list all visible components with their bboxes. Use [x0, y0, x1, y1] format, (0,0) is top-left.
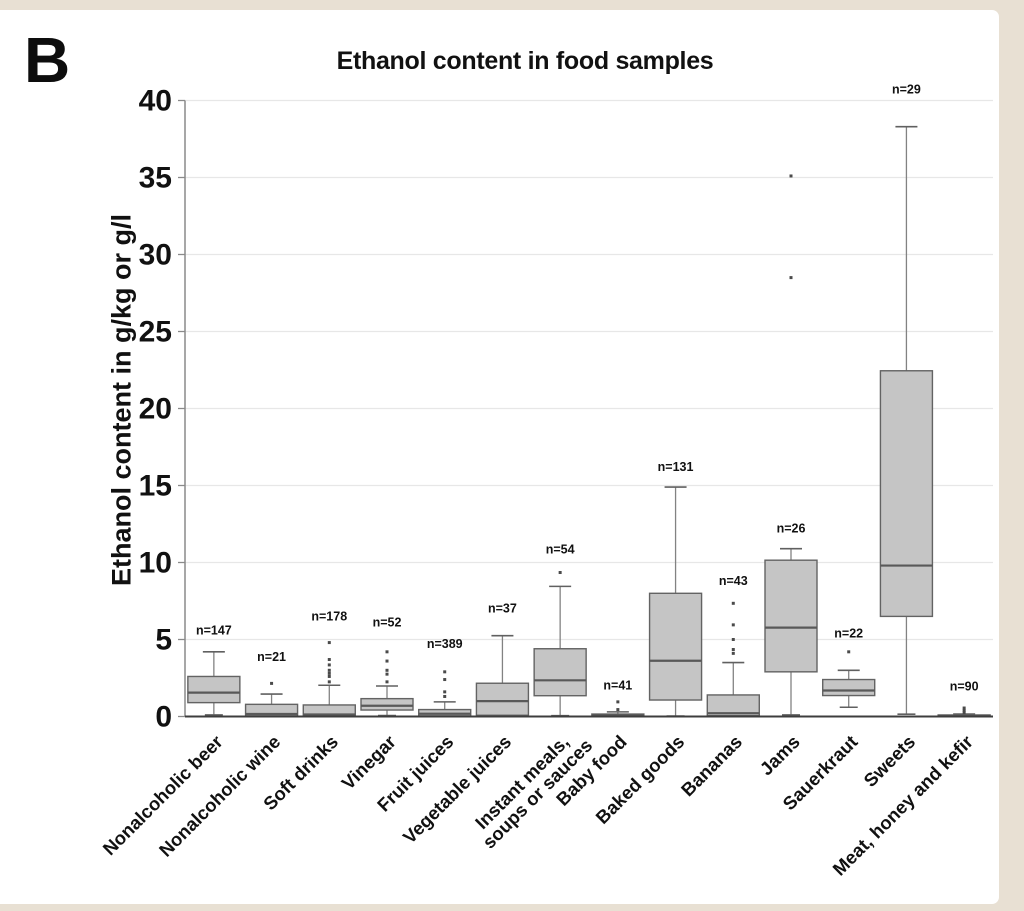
- n-label-nonalcoholic-beer: n=147: [196, 623, 232, 637]
- chart-title: Ethanol content in food samples: [336, 47, 714, 75]
- x-label-jams: Jams: [756, 731, 804, 779]
- n-label-nonalcoholic-wine: n=21: [257, 650, 286, 664]
- outlier-baby-food-0: [616, 708, 620, 712]
- n-label-jams: n=26: [777, 522, 806, 536]
- outlier-fruit-juices-0: [443, 694, 447, 698]
- outlier-soft-drinks-1: [327, 674, 331, 678]
- outlier-fruit-juices-1: [443, 690, 447, 694]
- box-sauerkraut: [822, 678, 876, 697]
- outlier-fruit-juices-3: [443, 670, 447, 674]
- n-label-instant-meals-soups-or-sauces: n=54: [546, 542, 575, 556]
- outlier-sauerkraut-0: [847, 650, 851, 654]
- y-tick-label-40: 40: [139, 85, 172, 118]
- box-nonalcoholic-beer: [187, 675, 241, 704]
- n-label-sauerkraut: n=22: [834, 626, 863, 640]
- outlier-meat-honey-and-kefir-1: [962, 708, 966, 712]
- n-label-baked-goods: n=131: [658, 460, 694, 474]
- outlier-fruit-juices-2: [443, 678, 447, 682]
- n-label-vinegar: n=52: [373, 616, 402, 630]
- outlier-bananas-1: [731, 648, 735, 652]
- outlier-vinegar-2: [385, 668, 389, 672]
- outlier-soft-drinks-2: [327, 671, 331, 675]
- outlier-jams-1: [789, 174, 793, 178]
- n-label-soft-drinks: n=178: [311, 609, 347, 623]
- figure-background: [0, 10, 999, 904]
- y-tick-label-15: 15: [139, 470, 172, 503]
- outlier-bananas-3: [731, 623, 735, 627]
- box-baked-goods: [648, 592, 703, 701]
- outlier-vinegar-0: [385, 680, 389, 684]
- outlier-bananas-0: [731, 651, 735, 655]
- outlier-soft-drinks-0: [327, 680, 331, 684]
- y-tick-label-30: 30: [139, 239, 172, 272]
- box-vinegar: [360, 697, 414, 711]
- n-label-fruit-juices: n=389: [427, 637, 463, 651]
- n-label-bananas: n=43: [719, 574, 748, 588]
- y-tick-label-35: 35: [139, 162, 172, 195]
- n-label-sweets: n=29: [892, 83, 921, 97]
- outlier-soft-drinks-4: [327, 663, 331, 667]
- n-label-baby-food: n=41: [603, 679, 632, 693]
- outlier-meat-honey-and-kefir-0: [962, 711, 966, 715]
- y-tick-label-5: 5: [155, 624, 172, 657]
- outlier-bananas-4: [731, 601, 735, 605]
- outlier-vinegar-4: [385, 650, 389, 654]
- outlier-bananas-2: [731, 638, 735, 641]
- box-sweets: [879, 370, 934, 618]
- outlier-meat-honey-and-kefir-2: [962, 706, 966, 710]
- outlier-baby-food-1: [616, 700, 620, 704]
- y-tick-label-20: 20: [139, 393, 172, 426]
- y-tick-label-10: 10: [139, 547, 172, 580]
- outlier-soft-drinks-6: [327, 641, 331, 645]
- box-instant-meals-soups-or-sauces: [533, 648, 587, 697]
- y-tick-label-25: 25: [139, 316, 172, 349]
- outlier-jams-0: [789, 276, 793, 280]
- x-label-bananas: Bananas: [677, 731, 746, 800]
- outlier-vinegar-3: [385, 659, 389, 663]
- outlier-soft-drinks-3: [327, 668, 331, 672]
- n-label-meat-honey-and-kefir: n=90: [950, 679, 979, 693]
- n-label-vegetable-juices: n=37: [488, 602, 517, 616]
- outlier-instant-meals-soups-or-sauces-0: [558, 571, 562, 575]
- y-tick-label-0: 0: [155, 701, 172, 734]
- outlier-nonalcoholic-wine-0: [270, 681, 274, 685]
- box-vegetable-juices: [475, 682, 530, 716]
- outlier-soft-drinks-5: [327, 658, 331, 662]
- panel-label: B: [24, 24, 71, 96]
- box-jams: [764, 559, 818, 673]
- outlier-vinegar-1: [385, 672, 389, 676]
